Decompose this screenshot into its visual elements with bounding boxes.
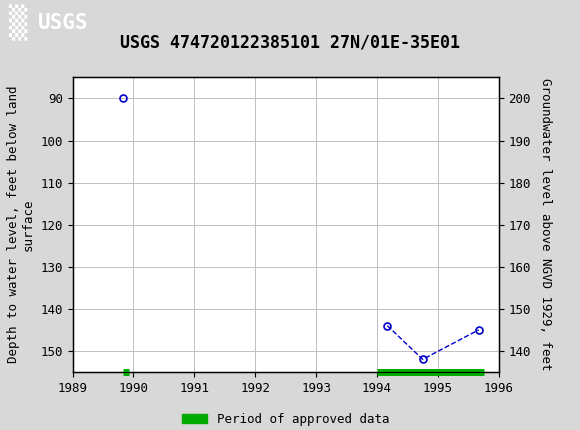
Text: USGS: USGS	[38, 12, 88, 33]
Text: ▒: ▒	[9, 4, 27, 41]
Y-axis label: Depth to water level, feet below land
surface: Depth to water level, feet below land su…	[7, 86, 35, 363]
Text: USGS 474720122385101 27N/01E-35E01: USGS 474720122385101 27N/01E-35E01	[120, 34, 460, 52]
Y-axis label: Groundwater level above NGVD 1929, feet: Groundwater level above NGVD 1929, feet	[539, 78, 552, 371]
Legend: Period of approved data: Period of approved data	[177, 408, 394, 430]
